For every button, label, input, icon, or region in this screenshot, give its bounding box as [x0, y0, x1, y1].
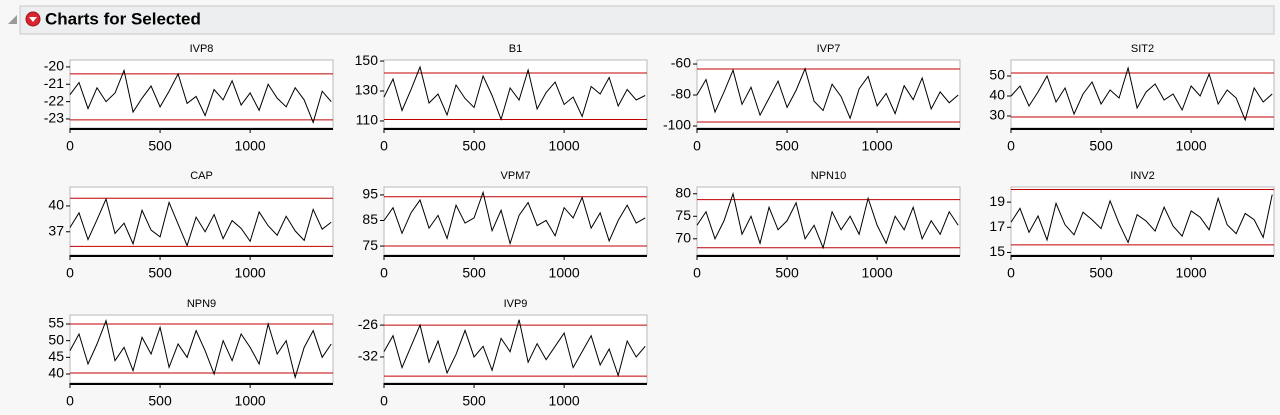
- x-tick-label: 0: [380, 138, 388, 154]
- chart-title: NPN9: [187, 298, 216, 310]
- x-tick-label: 0: [693, 138, 701, 154]
- chart-title: NPN10: [811, 170, 846, 182]
- y-tick-label: 50: [989, 67, 1005, 83]
- x-tick-label: 500: [148, 138, 172, 154]
- collapse-toggle[interactable]: [8, 15, 17, 24]
- chart-title: IVP9: [504, 298, 528, 310]
- x-tick-label: 0: [66, 265, 74, 281]
- x-tick-label: 1000: [235, 138, 266, 154]
- x-tick-label: 0: [66, 393, 74, 409]
- x-tick-label: 0: [1007, 265, 1015, 281]
- x-tick-label: 1000: [549, 393, 580, 409]
- y-tick-label: 75: [675, 207, 691, 223]
- section-title: Charts for Selected: [45, 9, 201, 28]
- menu-arrow: [29, 17, 37, 22]
- y-tick-label: 150: [355, 52, 379, 68]
- x-tick-label: 500: [148, 393, 172, 409]
- x-tick-label: 500: [1089, 265, 1113, 281]
- x-tick-label: 1000: [235, 265, 266, 281]
- y-tick-label: -23: [44, 110, 64, 126]
- y-tick-label: -20: [44, 58, 64, 74]
- y-tick-label: 45: [48, 348, 64, 364]
- chart-title: CAP: [190, 170, 213, 182]
- x-tick-label: 500: [775, 265, 799, 281]
- plot-frame: [69, 59, 334, 129]
- y-tick-label: 80: [675, 184, 691, 200]
- y-tick-label: 50: [48, 331, 64, 347]
- plot-frame: [1010, 59, 1275, 129]
- y-tick-label: 17: [989, 218, 1005, 234]
- series-line: [696, 191, 959, 250]
- series-line: [696, 67, 959, 120]
- chart-title: IVP8: [190, 43, 214, 55]
- series-line: [383, 190, 646, 246]
- series-line: [69, 318, 332, 380]
- y-tick-label: 110: [356, 112, 379, 128]
- x-tick-label: 500: [1089, 138, 1113, 154]
- y-tick-label: -60: [671, 55, 691, 71]
- y-tick-label: -22: [44, 92, 64, 108]
- chart-title: VPM7: [501, 170, 531, 182]
- chart-title: IVP7: [817, 43, 841, 55]
- y-tick-label: 40: [48, 197, 64, 213]
- x-tick-label: 1000: [549, 138, 580, 154]
- y-tick-label: 19: [989, 193, 1005, 209]
- x-tick-label: 1000: [1176, 138, 1207, 154]
- chart-title: SIT2: [1131, 43, 1154, 55]
- plot-frame: [1010, 186, 1275, 256]
- y-tick-label: 70: [675, 229, 691, 245]
- plot-frame: [383, 314, 648, 384]
- x-tick-label: 0: [66, 138, 74, 154]
- plot-frame: [69, 186, 334, 256]
- y-tick-label: 75: [362, 237, 378, 253]
- x-tick-label: 1000: [235, 393, 266, 409]
- plot-frame: [696, 186, 961, 256]
- series-line: [69, 197, 332, 247]
- chart-title: INV2: [1130, 170, 1154, 182]
- series-line: [383, 65, 646, 122]
- x-tick-label: 500: [462, 393, 486, 409]
- y-tick-label: 55: [48, 315, 64, 331]
- x-tick-label: 500: [148, 265, 172, 281]
- y-tick-label: -26: [358, 316, 378, 332]
- x-tick-label: 500: [462, 138, 486, 154]
- x-tick-label: 0: [1007, 138, 1015, 154]
- y-tick-label: -80: [671, 86, 691, 102]
- y-tick-label: 40: [989, 87, 1005, 103]
- y-tick-label: -32: [358, 348, 378, 364]
- x-tick-label: 1000: [1176, 265, 1207, 281]
- x-tick-label: 1000: [862, 265, 893, 281]
- chart-title: B1: [509, 43, 522, 55]
- y-tick-label: 130: [355, 82, 379, 98]
- y-tick-label: 15: [989, 243, 1005, 259]
- x-tick-label: 1000: [549, 265, 580, 281]
- plot-frame: [383, 59, 648, 129]
- y-tick-label: 95: [362, 186, 378, 202]
- x-tick-label: 0: [693, 265, 701, 281]
- plot-frame: [69, 314, 334, 384]
- x-tick-label: 0: [380, 393, 388, 409]
- y-tick-label: 85: [362, 211, 378, 227]
- x-tick-label: 500: [775, 138, 799, 154]
- series-line: [1010, 66, 1273, 122]
- x-tick-label: 500: [462, 265, 486, 281]
- series-line: [1010, 194, 1273, 244]
- y-tick-label: -100: [663, 117, 691, 133]
- x-tick-label: 1000: [862, 138, 893, 154]
- series-line: [383, 319, 646, 378]
- y-tick-label: 30: [989, 107, 1005, 123]
- x-tick-label: 0: [380, 265, 388, 281]
- y-tick-label: 40: [48, 365, 64, 381]
- header-bar: [19, 5, 1275, 35]
- series-line: [69, 68, 332, 124]
- y-tick-label: -21: [44, 75, 64, 91]
- y-tick-label: 37: [48, 222, 64, 238]
